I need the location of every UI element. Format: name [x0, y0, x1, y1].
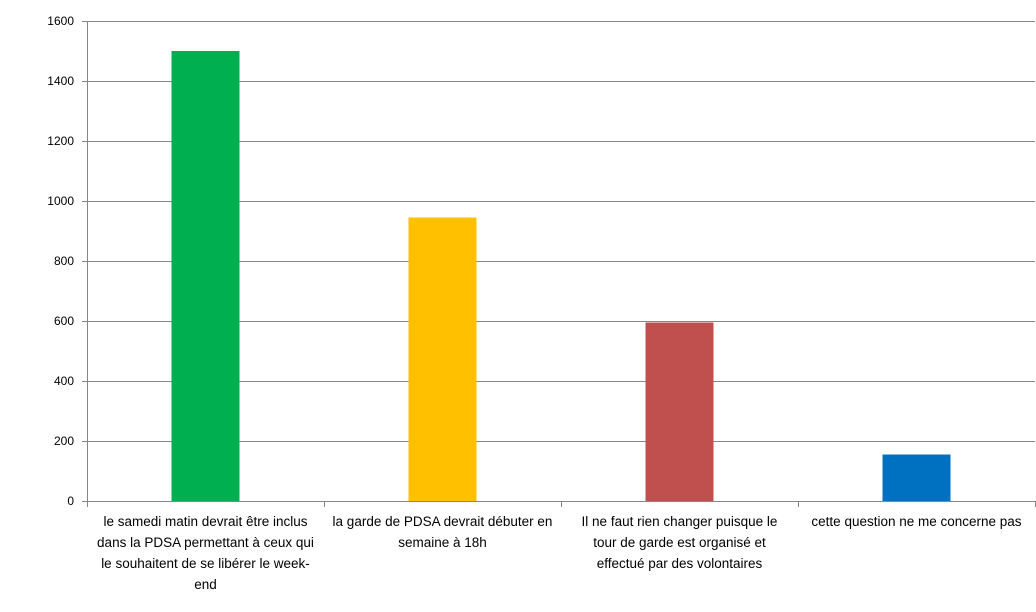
bar: [171, 51, 240, 501]
bar: [408, 217, 477, 501]
x-category-label: cette question ne me concerne pas: [811, 514, 1022, 529]
bar: [645, 322, 714, 501]
x-category-label: la garde de PDSA devrait débuter en sema…: [332, 514, 553, 550]
y-tick-label: 0: [67, 494, 74, 508]
x-category-label: Il ne faut rien changer puisque le tour …: [581, 514, 778, 571]
bars: [171, 51, 951, 501]
bar: [882, 454, 951, 501]
y-tick-label: 1200: [47, 134, 74, 148]
y-tick-label: 1600: [47, 14, 74, 28]
y-tick-label: 1000: [47, 194, 74, 208]
y-tick-label: 800: [54, 254, 74, 268]
y-tick-label: 200: [54, 434, 74, 448]
y-tick-label: 400: [54, 374, 74, 388]
x-category-label: le samedi matin devrait être inclus dans…: [97, 514, 314, 592]
y-tick-label: 1400: [47, 74, 74, 88]
y-axis-ticks: 0 200 400 600 800 1000 1200 1400 1600: [47, 14, 87, 508]
y-tick-label: 600: [54, 314, 74, 328]
gridlines: [87, 21, 1035, 442]
